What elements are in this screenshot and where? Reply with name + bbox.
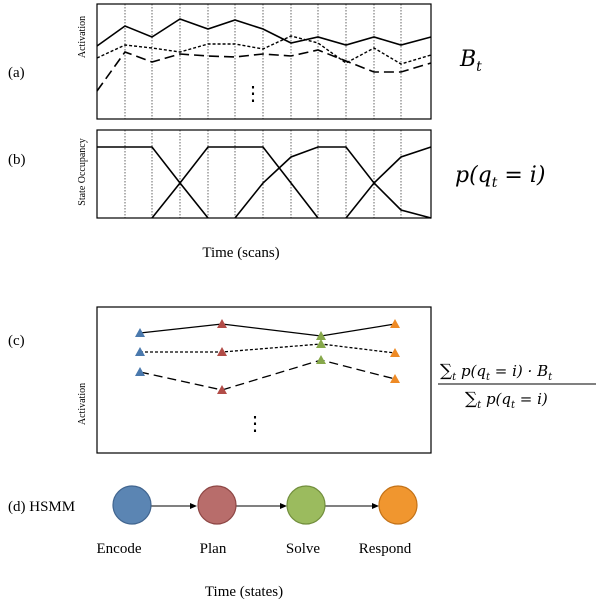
marker-respond bbox=[390, 319, 400, 328]
panel-a-tag: (a) bbox=[8, 65, 25, 81]
occupancy-curve-solve bbox=[234, 146, 432, 219]
occupancy-curve-encode bbox=[97, 146, 209, 219]
panel-b-scan-gridlines bbox=[124, 130, 402, 218]
marker-solve bbox=[316, 339, 326, 348]
occupancy-curve-plan bbox=[151, 146, 319, 219]
state-node-plan bbox=[197, 485, 237, 525]
marker-encode bbox=[135, 328, 145, 337]
panel-c-equation: ∑t p(qt = i) · Bt ∑t p(qt = i) bbox=[438, 361, 596, 411]
arrowhead bbox=[280, 503, 287, 509]
marker-encode bbox=[135, 347, 145, 356]
state-label-respond: Respond bbox=[359, 541, 412, 557]
state-label-plan: Plan bbox=[200, 541, 227, 557]
state-node-solve bbox=[286, 485, 326, 525]
state-mean-series-solid bbox=[139, 323, 396, 337]
occupancy-curve-respond bbox=[345, 146, 432, 219]
panel-b-ylabel: State Occupancy bbox=[77, 138, 88, 205]
marker-plan bbox=[217, 319, 227, 328]
panel-d-tag: (d) HSMM bbox=[8, 499, 75, 515]
panel-a-equation: Bt bbox=[459, 47, 482, 75]
marker-respond bbox=[390, 374, 400, 383]
panel-c-ylabel: Activation bbox=[77, 383, 88, 425]
panel-b-equation: p(qt = i) bbox=[455, 163, 545, 191]
arrowhead bbox=[372, 503, 379, 509]
equation-denominator: ∑t p(qt = i) bbox=[465, 389, 548, 411]
marker-plan bbox=[217, 385, 227, 394]
hsmm-arrows bbox=[151, 503, 379, 509]
equation-numerator: ∑t p(qt = i) · Bt bbox=[440, 361, 553, 383]
panel-c-markers bbox=[135, 319, 400, 394]
activation-series-dotted bbox=[96, 35, 432, 65]
marker-solve bbox=[316, 331, 326, 340]
panel-c-tag: (c) bbox=[8, 333, 25, 349]
activation-series-solid bbox=[96, 18, 432, 47]
panel-b-frame bbox=[96, 129, 432, 219]
marker-respond bbox=[390, 348, 400, 357]
arrowhead bbox=[190, 503, 197, 509]
panel-a-ellipsis: ⋮ bbox=[243, 83, 263, 105]
panel-c-ellipsis: ⋮ bbox=[245, 413, 265, 435]
panel-b-xlabel: Time (scans) bbox=[202, 245, 279, 261]
marker-solve bbox=[316, 355, 326, 364]
panel-a-ylabel: Activation bbox=[77, 16, 88, 58]
panel-a-frame bbox=[96, 3, 432, 120]
activation-series-dashed bbox=[96, 49, 432, 92]
state-mean-series-dashed bbox=[139, 359, 396, 391]
state-mean-series-dotted bbox=[140, 343, 396, 354]
panel-d-xlabel: Time (states) bbox=[205, 584, 283, 600]
state-label-solve: Solve bbox=[286, 541, 321, 557]
state-label-encode: Encode bbox=[97, 541, 142, 557]
panel-b-tag: (b) bbox=[8, 152, 26, 168]
state-node-encode bbox=[112, 485, 152, 525]
marker-encode bbox=[135, 367, 145, 376]
state-node-respond bbox=[378, 485, 418, 525]
panel-a-scan-gridlines bbox=[124, 4, 402, 119]
marker-plan bbox=[217, 347, 227, 356]
panel-c-frame bbox=[96, 306, 432, 454]
